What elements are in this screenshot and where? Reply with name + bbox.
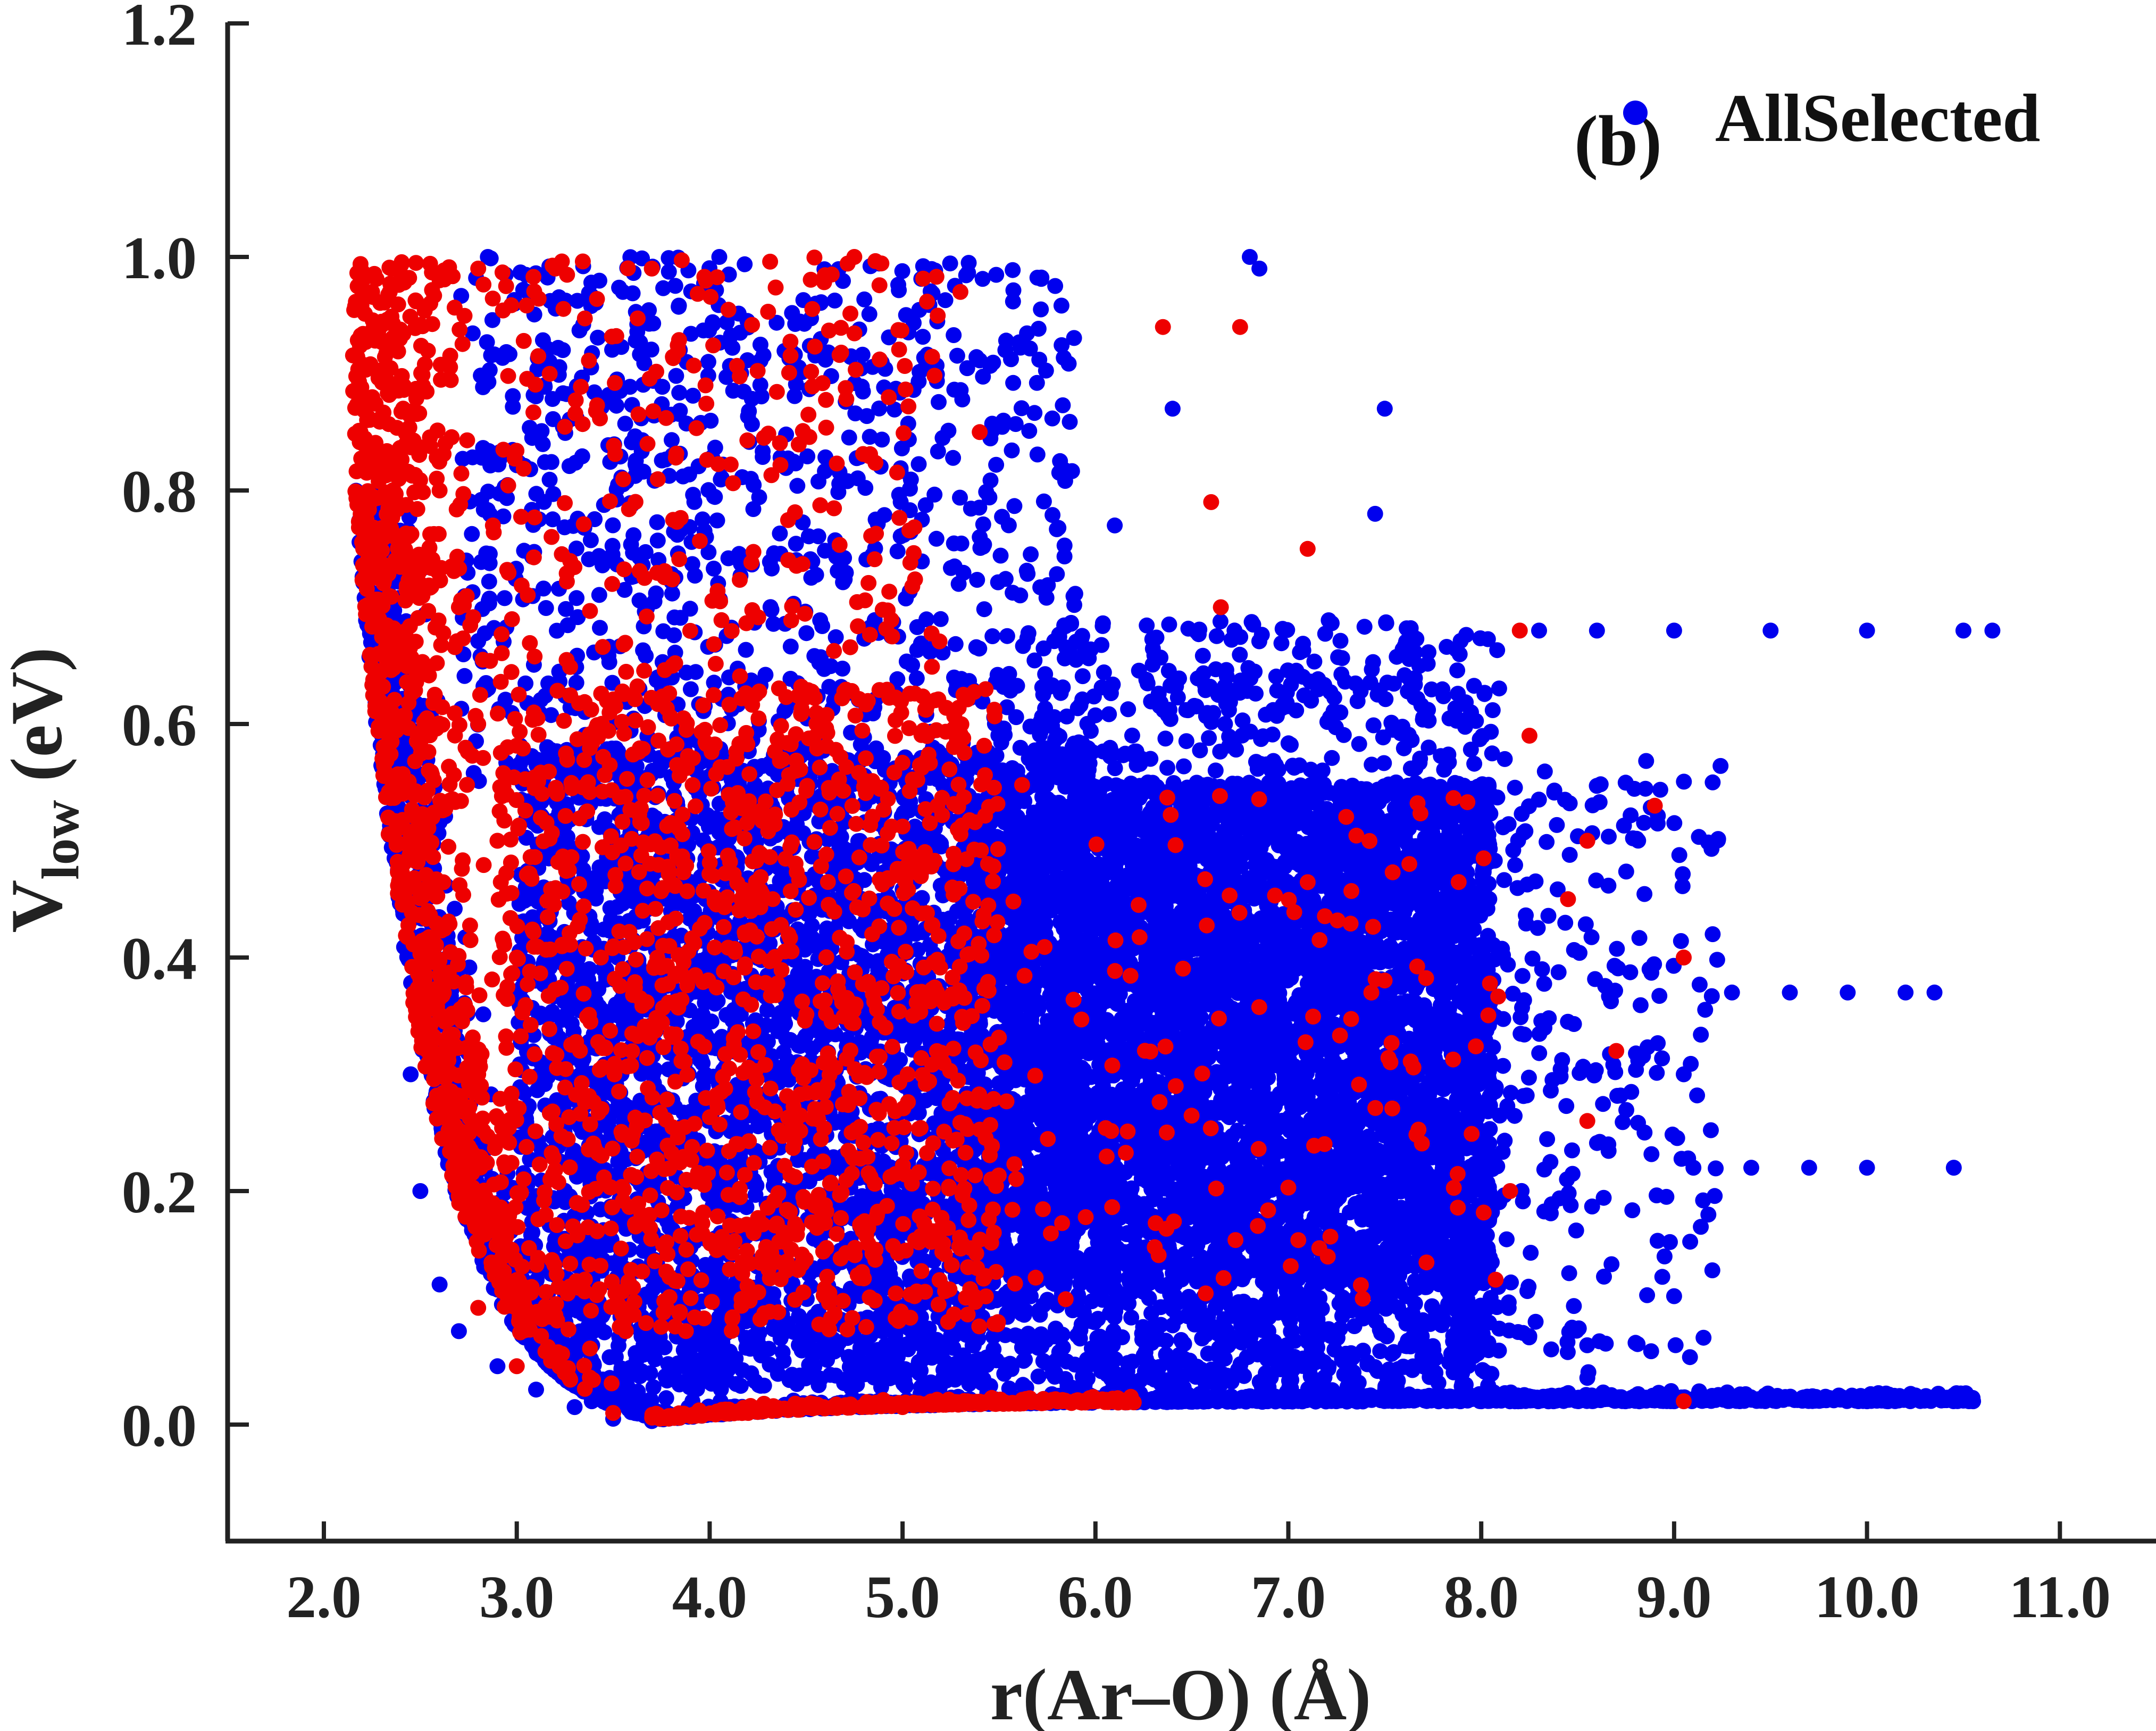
scatter-points-layer xyxy=(345,249,2001,1429)
scatter-point-allselected xyxy=(658,1390,674,1407)
scatter-point-allselected xyxy=(1710,1387,1726,1403)
scatter-point-allselected xyxy=(475,1006,491,1022)
scatter-point-allselected xyxy=(1364,1392,1380,1408)
scatter-point-allselected xyxy=(1614,1391,1631,1407)
scatter-point-allselected xyxy=(1568,1390,1585,1407)
scatter-point-allselected xyxy=(1837,1391,1854,1408)
scatter-point-allselected xyxy=(1190,1392,1207,1409)
scatter-point-allselected xyxy=(1651,1389,1668,1406)
scatter-point-allselected xyxy=(1318,1393,1334,1410)
scatter-point-allselected xyxy=(630,1384,646,1400)
scatter-point-allselected xyxy=(1888,1389,1904,1406)
scatter-point-allselected xyxy=(1512,1391,1529,1407)
scatter-point-allselected xyxy=(1150,1389,1166,1405)
scatter-point-allselected xyxy=(1030,1368,1047,1385)
scatter-point-allselected xyxy=(1535,1389,1551,1405)
scatter-point-allselected xyxy=(1221,1391,1238,1407)
scatter-point-allselected xyxy=(1768,1391,1784,1407)
scatter-point-allselected xyxy=(1407,1390,1424,1407)
scatter-point-allselected xyxy=(1485,1392,1501,1408)
scatter-point-allselected xyxy=(1902,1386,1919,1402)
scatter-point-allselected xyxy=(1817,1391,1834,1407)
scatter-point-allselected xyxy=(1806,1391,1823,1407)
scatter-point-allselected xyxy=(1949,1393,1966,1409)
scatter-point-allselected xyxy=(1436,1388,1452,1405)
scatter-point-allselected xyxy=(1392,1392,1408,1408)
